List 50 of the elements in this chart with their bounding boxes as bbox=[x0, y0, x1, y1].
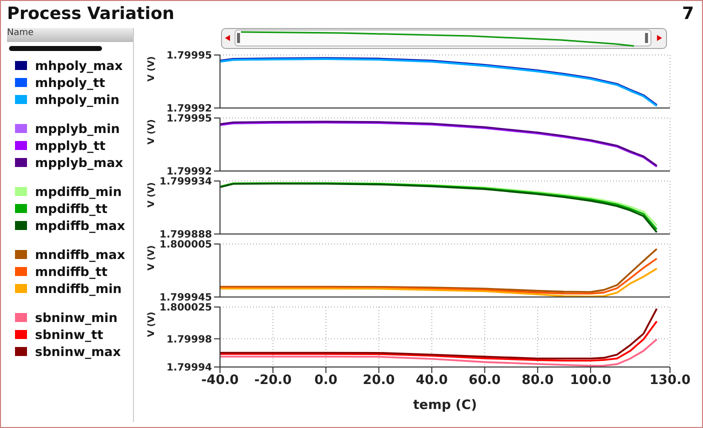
x-tick-label: 60.0 bbox=[468, 373, 501, 388]
legend-label: mpdiffb_min bbox=[35, 184, 122, 199]
y-tick-label: 1.79995 bbox=[166, 114, 212, 125]
line-series bbox=[220, 258, 658, 295]
line-series bbox=[220, 248, 658, 293]
legend-label: mndiffb_max bbox=[35, 247, 126, 262]
y-axis-title: V (V) bbox=[147, 56, 158, 82]
legend-label: mpdiffb_tt bbox=[35, 201, 108, 216]
y-tick-label: 1.79998 bbox=[166, 334, 212, 346]
x-tick-label: -40.0 bbox=[201, 373, 239, 388]
legend-label: mpplyb_min bbox=[35, 121, 120, 136]
x-tick-label: 100.0 bbox=[570, 373, 612, 388]
x-tick-label: 20.0 bbox=[362, 373, 395, 388]
y-tick-label: 1.799945 bbox=[159, 292, 212, 304]
legend-label: mndiffb_tt bbox=[35, 264, 108, 279]
legend-label: mpplyb_tt bbox=[35, 138, 106, 153]
text: 7 bbox=[682, 4, 694, 24]
line-series bbox=[220, 268, 658, 297]
y-axis-title: V (V) bbox=[147, 182, 158, 208]
y-tick-label: 1.800025 bbox=[159, 302, 212, 314]
legend-label: mpplyb_max bbox=[35, 155, 124, 170]
legend-label: mhpoly_max bbox=[35, 58, 123, 73]
y-tick-label: 1.79992 bbox=[166, 166, 212, 178]
line-series bbox=[220, 308, 658, 360]
y-axis-title: V (V) bbox=[147, 312, 158, 337]
x-tick-label: 0.0 bbox=[314, 373, 338, 388]
y-tick-label: 1.800005 bbox=[159, 240, 212, 251]
x-tick-label: 80.0 bbox=[522, 373, 554, 388]
legend-label: mhpoly_min bbox=[35, 92, 120, 107]
y-axis-title: V (V) bbox=[147, 119, 158, 144]
chart-title: Process Variation bbox=[7, 4, 174, 24]
legend-label: sbninw_tt bbox=[35, 327, 104, 342]
x-tick-label: 130.0 bbox=[649, 373, 691, 388]
legend-label: mhpoly_tt bbox=[35, 75, 106, 90]
x-tick-label: -20.0 bbox=[254, 373, 292, 388]
x-tick-label: 40.0 bbox=[416, 373, 448, 388]
y-tick-label: 1.79995 bbox=[166, 50, 212, 62]
line-series bbox=[220, 320, 658, 362]
line-series bbox=[220, 338, 658, 367]
legend-title: Name bbox=[7, 28, 133, 42]
legend-label: mndiffb_min bbox=[35, 281, 122, 296]
y-tick-label: 1.799934 bbox=[159, 176, 212, 188]
y-tick-label: 1.799888 bbox=[159, 230, 212, 241]
y-tick-label: 1.79994 bbox=[166, 362, 212, 374]
legend-label: mpdiffb_max bbox=[35, 218, 126, 233]
legend-label: sbninw_max bbox=[35, 344, 121, 359]
x-axis-title: temp (C) bbox=[413, 398, 477, 413]
y-tick-label: 1.79992 bbox=[166, 104, 212, 115]
y-axis-title: V (V) bbox=[147, 245, 158, 270]
legend-label: sbninw_min bbox=[35, 310, 118, 325]
